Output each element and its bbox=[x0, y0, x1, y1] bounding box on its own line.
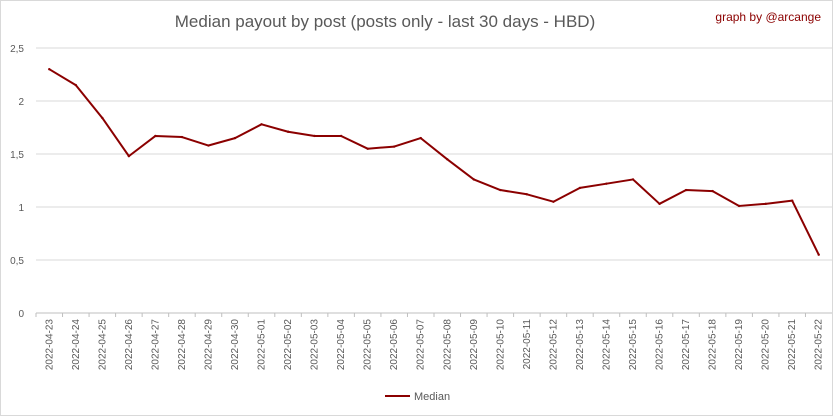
data-point bbox=[366, 147, 369, 150]
x-tick-label: 2022-05-18 bbox=[708, 319, 719, 371]
chart-title: Median payout by post (posts only - last… bbox=[174, 12, 596, 31]
x-tick-label: 2022-05-17 bbox=[681, 319, 692, 371]
x-tick-label: 2022-05-13 bbox=[575, 319, 586, 371]
x-tick-label: 2022-05-16 bbox=[655, 319, 666, 371]
x-tick-label: 2022-04-23 bbox=[44, 319, 55, 371]
data-point bbox=[101, 116, 104, 120]
y-tick-label: 1,5 bbox=[10, 150, 24, 161]
data-point bbox=[127, 154, 131, 158]
x-tick-label: 2022-04-29 bbox=[203, 319, 214, 371]
x-tick-label: 2022-05-12 bbox=[548, 319, 559, 371]
x-tick-label: 2022-05-21 bbox=[787, 319, 798, 371]
data-point bbox=[552, 200, 555, 203]
x-tick-label: 2022-05-06 bbox=[389, 319, 400, 371]
data-point bbox=[605, 182, 608, 185]
data-point bbox=[525, 193, 529, 196]
data-point bbox=[207, 144, 210, 147]
x-tick-label: 2022-04-26 bbox=[124, 319, 135, 371]
x-tick-label: 2022-04-30 bbox=[230, 319, 241, 371]
x-tick-label: 2022-05-01 bbox=[257, 319, 268, 371]
y-tick-label: 2 bbox=[18, 97, 24, 108]
x-tick-label: 2022-05-15 bbox=[628, 319, 639, 371]
y-tick-label: 0,5 bbox=[10, 256, 24, 267]
x-tick-label: 2022-05-08 bbox=[442, 319, 453, 371]
data-point bbox=[631, 178, 635, 181]
data-point bbox=[472, 178, 475, 181]
x-tick-label: 2022-05-19 bbox=[734, 319, 745, 371]
y-tick-label: 1 bbox=[18, 203, 24, 214]
data-point bbox=[791, 199, 794, 202]
data-point bbox=[711, 189, 714, 193]
y-tick-label: 2,5 bbox=[10, 44, 24, 55]
legend-label: Median bbox=[414, 391, 450, 403]
data-point bbox=[764, 202, 767, 206]
x-tick-label: 2022-05-09 bbox=[469, 319, 480, 371]
x-tick-label: 2022-05-22 bbox=[814, 319, 825, 371]
x-tick-label: 2022-05-11 bbox=[522, 319, 533, 370]
data-point bbox=[233, 136, 237, 140]
data-point bbox=[313, 134, 316, 138]
data-point bbox=[499, 188, 502, 192]
chart-credit: graph by @arcange bbox=[715, 10, 821, 24]
x-tick-label: 2022-05-05 bbox=[363, 319, 374, 371]
series-line-median bbox=[48, 68, 820, 256]
data-point bbox=[737, 204, 741, 208]
x-tick-label: 2022-05-02 bbox=[283, 319, 294, 371]
data-point bbox=[180, 135, 184, 139]
data-point bbox=[393, 145, 396, 148]
data-point bbox=[419, 136, 422, 140]
data-point bbox=[260, 123, 263, 126]
x-tick-label: 2022-04-25 bbox=[97, 319, 108, 371]
data-point bbox=[658, 202, 661, 206]
x-tick-label: 2022-04-24 bbox=[71, 319, 82, 371]
x-tick-label: 2022-05-04 bbox=[336, 319, 347, 371]
data-point bbox=[817, 253, 820, 256]
x-tick-label: 2022-05-03 bbox=[310, 319, 321, 371]
y-tick-label: 0 bbox=[18, 309, 24, 320]
data-point bbox=[74, 83, 78, 87]
x-tick-label: 2022-05-20 bbox=[761, 319, 772, 371]
x-tick-label: 2022-05-14 bbox=[601, 319, 612, 371]
data-point bbox=[684, 188, 688, 192]
data-point bbox=[154, 134, 157, 138]
x-tick-label: 2022-05-10 bbox=[495, 319, 506, 371]
data-point bbox=[339, 134, 343, 138]
data-point bbox=[446, 158, 449, 161]
data-point bbox=[48, 68, 51, 71]
x-tick-label: 2022-04-28 bbox=[177, 319, 188, 371]
data-point bbox=[286, 130, 290, 133]
x-tick-label: 2022-04-27 bbox=[150, 319, 161, 371]
data-point bbox=[578, 186, 582, 190]
x-tick-label: 2022-05-07 bbox=[416, 319, 427, 371]
